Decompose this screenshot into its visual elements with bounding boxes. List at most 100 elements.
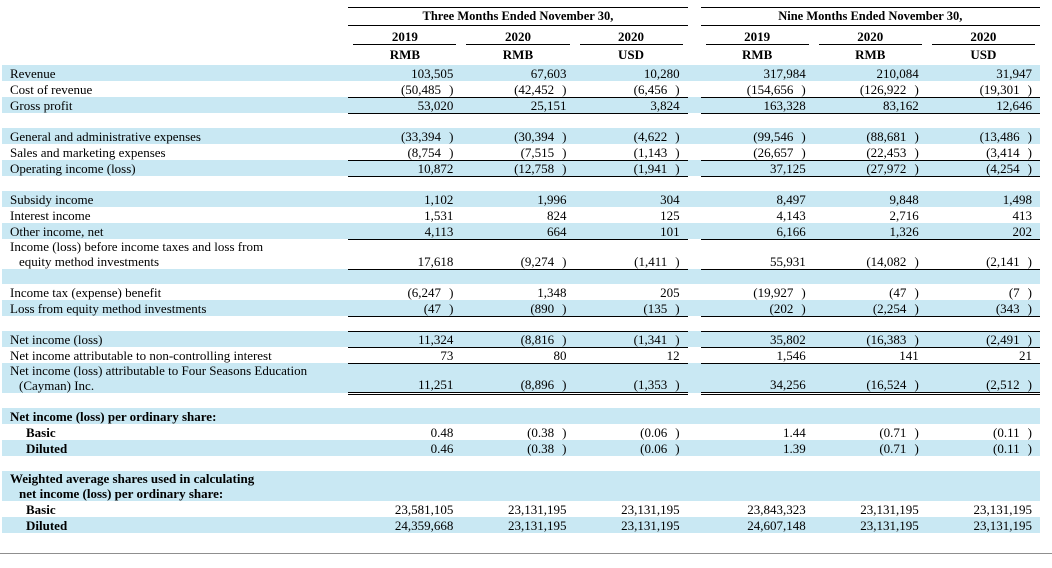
column-gap — [688, 176, 701, 191]
row-label: Diluted — [26, 441, 68, 456]
row-label — [2, 456, 348, 471]
three-months-period-header: Three Months Ended November 30, — [348, 7, 688, 26]
closing-paren: ) — [449, 129, 454, 144]
value-cell: (19,301) — [926, 81, 1040, 98]
value-cell: 23,131,195 — [860, 518, 919, 533]
value-cell: 664 — [461, 223, 575, 240]
closing-paren: ) — [562, 160, 567, 176]
closing-paren: ) — [675, 129, 680, 144]
value-cell: 125 — [660, 208, 680, 223]
value-cell — [348, 408, 461, 424]
closing-paren: ) — [449, 300, 454, 316]
value-cell: (0.06) — [640, 425, 680, 440]
currency-header-row: RMB RMB USD RMB RMB USD — [2, 45, 1040, 65]
closing-paren: ) — [675, 81, 680, 97]
value-cell — [575, 456, 688, 471]
row-label: Net income (loss) attributable to Four S… — [10, 363, 308, 393]
closing-paren: ) — [1027, 144, 1032, 160]
year-header-row: 2019 2020 2020 2019 2020 2020 — [2, 26, 1040, 45]
value-cell: 11,324 — [348, 330, 462, 348]
value-cell — [575, 393, 688, 408]
table-row: Basic 23,581,105 23,131,195 23,131,195 23,84… — [2, 501, 1040, 517]
closing-paren: ) — [1027, 285, 1032, 300]
value-cell — [927, 269, 1040, 284]
closing-paren: ) — [562, 376, 567, 392]
value-cell: 23,843,323 — [747, 502, 806, 517]
value-cell: (1,411) — [574, 239, 688, 270]
value-cell — [927, 471, 1040, 501]
closing-paren: ) — [801, 81, 806, 97]
value-cell: 23,131,195 — [621, 518, 680, 533]
row-label: Basic — [26, 502, 56, 517]
value-cell: 304 — [660, 192, 680, 207]
value-cell — [461, 393, 574, 408]
value-cell: 53,020 — [348, 97, 462, 114]
value-cell: (16,383) — [813, 330, 927, 348]
column-gap — [688, 316, 701, 331]
value-cell — [701, 316, 814, 331]
value-cell: 24,607,148 — [747, 518, 806, 533]
value-cell — [461, 316, 574, 331]
value-cell — [701, 269, 814, 284]
value-cell: 0.48 — [430, 425, 454, 440]
closing-paren: ) — [914, 425, 919, 440]
column-gap — [688, 81, 701, 97]
spacer-row — [2, 113, 1040, 128]
value-cell: 23,131,195 — [860, 502, 919, 517]
column-gap — [688, 501, 701, 517]
closing-paren: ) — [1027, 425, 1032, 440]
table-row: Other income, net 4,113 664 101 6,166 1,326 20… — [2, 223, 1040, 240]
currency-label: RMB — [855, 47, 886, 62]
value-cell: (47) — [348, 300, 462, 317]
value-cell — [927, 456, 1040, 471]
value-cell — [348, 176, 461, 191]
table-row: Basic 0.48 (0.38) (0.06) 1.44 (0.71) (0.11) — [2, 424, 1040, 440]
closing-paren: ) — [675, 160, 680, 176]
value-cell: (2,491) — [926, 330, 1040, 348]
closing-paren: ) — [801, 300, 806, 316]
value-cell: 67,603 — [530, 66, 567, 81]
table-row: Loss from equity method investments (47)(… — [2, 300, 1040, 317]
value-cell — [701, 113, 814, 128]
value-cell: (22,453) — [813, 144, 927, 161]
value-cell: 317,984 — [763, 66, 806, 81]
value-cell — [575, 408, 688, 424]
value-cell: (154,656) — [700, 81, 814, 98]
closing-paren: ) — [914, 376, 919, 392]
closing-paren: ) — [675, 376, 680, 392]
table-row: Revenue 103,505 67,603 10,280 317,984 210,084… — [2, 65, 1040, 81]
column-gap — [688, 97, 701, 113]
spacer-row — [2, 269, 1040, 284]
closing-paren: ) — [675, 441, 680, 456]
value-cell: (2,254) — [813, 300, 927, 317]
row-label: Revenue — [10, 66, 56, 81]
currency-label: USD — [970, 47, 997, 62]
value-cell — [348, 269, 461, 284]
value-cell: (30,394) — [514, 129, 567, 144]
value-cell — [701, 456, 814, 471]
row-label-continuation: equity method investments — [19, 254, 160, 269]
value-cell: (9,274) — [461, 239, 575, 270]
closing-paren: ) — [562, 425, 567, 440]
closing-paren: ) — [1027, 441, 1032, 456]
table-row: Net income attributable to non-controlli… — [2, 347, 1040, 364]
closing-paren: ) — [914, 81, 919, 97]
value-cell — [927, 113, 1040, 128]
value-cell — [814, 316, 927, 331]
column-gap — [688, 517, 701, 533]
value-cell — [814, 176, 927, 191]
row-label — [2, 393, 348, 408]
value-cell: (0.38) — [527, 425, 567, 440]
row-label: Gross profit — [10, 98, 73, 113]
value-cell — [701, 408, 814, 424]
value-cell — [575, 113, 688, 128]
value-cell: 1,326 — [813, 223, 927, 240]
value-cell: 23,131,195 — [621, 502, 680, 517]
value-cell: 10,280 — [643, 66, 680, 81]
closing-paren: ) — [675, 253, 680, 269]
value-cell: (2,141) — [926, 239, 1040, 270]
table-row: General and administrative expenses (33,3… — [2, 128, 1040, 144]
value-cell: 23,131,195 — [973, 502, 1033, 517]
value-cell: 12 — [574, 347, 688, 364]
table-body: Revenue 103,505 67,603 10,280 317,984 210,084… — [2, 65, 1040, 533]
